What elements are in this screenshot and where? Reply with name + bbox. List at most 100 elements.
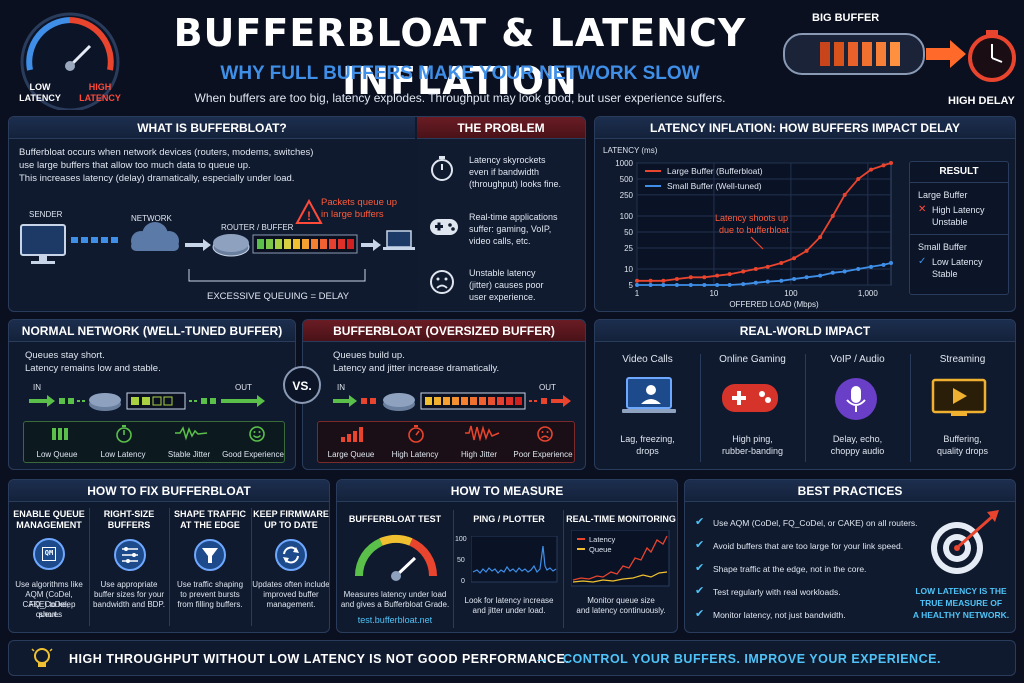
bloat-item-1: Large Queue — [327, 450, 375, 459]
high-jitter-icon — [465, 425, 500, 441]
x-tick-label: 1 — [635, 289, 640, 298]
normal-item-3: Stable Jitter — [167, 450, 211, 459]
bloat-item-4: Poor Experience — [513, 450, 573, 459]
receiver-laptop-icon — [386, 230, 412, 248]
normal-out-label: OUT — [235, 383, 252, 392]
impact-name-3: VoIP / Audio — [830, 354, 885, 365]
impact-desc-4b: quality drops — [936, 446, 989, 456]
sender-label: SENDER — [29, 210, 63, 219]
check-circle-icon: ✔ — [695, 562, 705, 574]
what-body-3: This increases latency (delay) dramatica… — [19, 173, 295, 184]
target-icon — [931, 510, 999, 574]
series-1-point — [702, 275, 707, 280]
series-1-point — [842, 192, 847, 197]
best-practices-panel: BEST PRACTICES ✔ Use AQM (CoDel, FQ_CoDe… — [684, 479, 1016, 633]
test-desc-2: and gives a Bufferbloat Grade. — [340, 600, 450, 609]
series-2-point — [688, 283, 693, 287]
how-to-fix-panel: HOW TO FIX BUFFERBLOAT ENABLE QUEUE MANA… — [8, 479, 330, 633]
network-cloud-icon — [131, 222, 179, 251]
series-1-point — [727, 272, 732, 277]
check-circle-icon: ✔ — [695, 585, 705, 597]
bloat-item-2: High Latency — [391, 450, 439, 459]
chart-annotation-2: due to bufferbloat — [719, 225, 789, 235]
bloat-item-3: High Jitter — [460, 450, 497, 459]
what-is-bufferbloat-panel: WHAT IS BUFFERBLOAT? THE PROBLEM Bufferb… — [8, 116, 586, 312]
series-2-point — [869, 264, 874, 269]
check-icon: ✓ — [918, 256, 927, 267]
y-tick-label: 50 — [624, 228, 633, 237]
gamepad-icon — [430, 219, 458, 235]
plot-area — [636, 162, 892, 286]
fix-1-d2: AQM (CoDel, FQ_CoDel, — [25, 590, 73, 609]
impact-name-4: Streaming — [939, 354, 986, 365]
chart-panel-title: LATENCY INFLATION: HOW BUFFERS IMPACT DE… — [595, 117, 1015, 139]
test-url-link[interactable]: test.bufferbloat.net — [357, 615, 433, 625]
y-axis-label: LATENCY (ms) — [603, 146, 658, 155]
router-label: ROUTER / BUFFER — [221, 223, 294, 232]
svg-text:!: ! — [307, 209, 311, 223]
low-latency-stopwatch-icon — [116, 425, 132, 443]
packets-label-2: in large buffers — [321, 209, 384, 220]
ping-plot — [471, 536, 558, 583]
rt-title: REAL-TIME MONITORING — [566, 514, 676, 524]
best-item-3: Shape traffic at the edge, not in the co… — [713, 564, 867, 574]
rt-legend-latency: Latency — [589, 535, 616, 544]
gauge-high-label-1: HIGH — [89, 82, 112, 92]
y-tick-label: 250 — [620, 191, 634, 200]
normal-item-4: Good Experience — [222, 450, 284, 459]
smile-icon — [249, 426, 265, 442]
footer-banner: HIGH THROUGHPUT WITHOUT LOW LATENCY IS N… — [8, 640, 1016, 676]
series-2-point — [753, 280, 758, 285]
page-tagline: When buffers are too big, latency explod… — [194, 91, 726, 105]
sliders-icon — [114, 539, 146, 571]
what-is-title: WHAT IS BUFFERBLOAT? — [9, 117, 415, 139]
bloat-line-1: Queues build up. — [333, 350, 405, 361]
problem-item-3-line-3: user experience. — [469, 292, 536, 302]
normal-item-2: Low Latency — [100, 450, 146, 459]
vs-label: VS. — [292, 379, 312, 393]
measure-title: HOW TO MEASURE — [337, 480, 677, 502]
series-2-point — [804, 275, 809, 280]
bufferbloat-panel: BUFFERBLOAT (OVERSIZED BUFFER) Queues bu… — [302, 319, 586, 470]
small-result-2: Stable — [932, 269, 958, 279]
series-1-point — [753, 267, 758, 272]
series-1-point — [889, 161, 893, 165]
best-quote-2: TRUE MEASURE OF — [919, 598, 1003, 608]
problem-item-1-line-1: Latency skyrockets — [469, 155, 546, 165]
series-1-point — [818, 235, 823, 240]
footer-arrow-icon: → — [534, 650, 549, 667]
best-item-1: Use AQM (CoDel, FQ_CoDel, or CAKE) on al… — [713, 518, 918, 528]
fix-4-h1: KEEP FIRMWARE — [253, 509, 329, 519]
normal-in-label: IN — [33, 383, 41, 392]
normal-line-2: Latency remains low and stable. — [25, 363, 161, 374]
frown-icon — [537, 426, 553, 442]
fix-1-h2: MANAGEMENT — [16, 520, 82, 530]
problem-title: THE PROBLEM — [417, 117, 585, 139]
impact-desc-3b: choppy audio — [830, 446, 885, 456]
series-1-point — [688, 275, 693, 280]
legend-entry-1: Large Buffer (Bufferbloat) — [667, 166, 763, 176]
realtime-monitor-plot — [571, 530, 670, 587]
impact-title: REAL-WORLD IMPACT — [595, 320, 1015, 342]
impact-desc-4a: Buffering, — [943, 434, 982, 444]
ping-desc-2: and jitter under load. — [472, 606, 546, 615]
refresh-update-icon — [275, 539, 307, 571]
footer-left-text: HIGH THROUGHPUT WITHOUT LOW LATENCY IS N… — [69, 652, 570, 666]
lightbulb-icon — [31, 648, 53, 667]
series-1-point — [648, 278, 653, 283]
best-quote-1: LOW LATENCY IS THE — [915, 586, 1007, 596]
series-1-point — [869, 167, 874, 172]
problem-item-2-line-3: video calls, etc. — [469, 236, 531, 246]
stable-jitter-icon — [175, 426, 208, 441]
bufferbloat-flow-diagram: ! — [20, 198, 415, 282]
best-title: BEST PRACTICES — [685, 480, 1015, 502]
problem-item-2-line-2: suffer: gaming, VoIP, — [469, 224, 552, 234]
fix-3-h1: SHAPE TRAFFIC — [174, 509, 246, 519]
what-body-1: Bufferbloat occurs when network devices … — [19, 147, 314, 158]
impact-desc-1b: drops — [636, 446, 659, 456]
fix-2-h1: RIGHT-SIZE — [103, 509, 155, 519]
series-2-point — [818, 273, 823, 278]
impact-name-1: Video Calls — [622, 354, 673, 365]
series-2-point — [792, 276, 797, 281]
bloat-summary-box: Large Queue High Latency High Jitter Poo… — [317, 421, 575, 463]
